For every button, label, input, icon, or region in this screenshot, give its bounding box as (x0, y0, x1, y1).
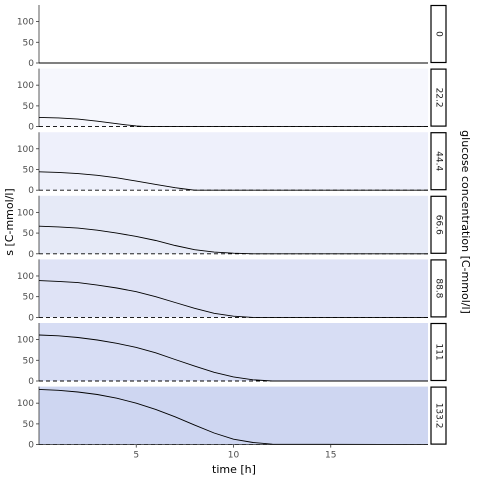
facet-panel: 0 50 100 0 (17, 4, 447, 69)
facet-panels: 0 50 100 0 0 50 100 22.2 0 50 100 44.4 0 50 100 66.6 0 50… (17, 4, 447, 451)
panel-background (39, 259, 428, 318)
y-tick-label: 100 (17, 81, 34, 91)
facet-panel: 0 50 100 66.6 (17, 195, 447, 260)
y-tick-label: 0 (28, 59, 34, 69)
facet-strip-label: 0 (434, 31, 444, 37)
x-axis-title: time [h] (212, 463, 256, 476)
y-tick-label: 50 (23, 293, 35, 303)
y-tick-label: 50 (23, 102, 35, 112)
x-tick-label: 10 (228, 451, 240, 461)
facet-strip-label: 88.8 (434, 278, 444, 298)
facet-strip (430, 195, 447, 254)
y-tick-label: 0 (28, 123, 34, 133)
series-line (38, 280, 428, 318)
y-tick-label: 0 (28, 313, 34, 323)
y-tick-label: 0 (28, 186, 34, 196)
series-line (38, 225, 428, 255)
y-tick-label: 50 (23, 420, 35, 430)
facet-strip-label: 111 (434, 343, 444, 360)
series-line (38, 334, 428, 382)
y-tick-label: 100 (17, 208, 34, 218)
panel-background (39, 5, 428, 63)
facet-strip (430, 68, 447, 127)
panel-background (39, 323, 428, 381)
y-tick-label: 50 (23, 229, 35, 239)
series-line (38, 388, 429, 446)
y-tick-label: 100 (17, 336, 34, 346)
series-line (38, 171, 428, 191)
y-tick-label: 50 (23, 356, 35, 366)
panel-background (39, 68, 428, 127)
facet-strip (430, 132, 447, 191)
y-axis-title: s [C-mmol/l] (3, 188, 16, 255)
y-tick-label: 100 (17, 272, 34, 282)
y-tick-label: 0 (28, 441, 34, 451)
y-tick-label: 50 (23, 38, 35, 48)
x-axis: 5 10 15 (39, 444, 428, 461)
y-tick-label: 100 (17, 399, 34, 409)
facet-panel: 0 50 100 22.2 (17, 68, 447, 133)
y-tick-label: 0 (28, 377, 34, 387)
panel-background (39, 386, 428, 445)
series-line (38, 116, 428, 128)
facet-panel: 0 50 100 44.4 (17, 132, 447, 196)
x-tick-label: 5 (133, 451, 139, 461)
facet-strip (430, 259, 447, 318)
facet-strip (430, 386, 447, 445)
facet-strip (430, 4, 447, 64)
y-tick-label: 0 (28, 250, 34, 260)
facet-panel: 0 50 100 88.8 (17, 259, 447, 323)
y-tick-label: 100 (17, 145, 34, 155)
facet-panel: 0 50 100 133.2 (17, 386, 447, 451)
panel-background (39, 195, 428, 254)
facet-strip (430, 322, 447, 382)
facet-panel: 0 50 100 111 (17, 322, 447, 387)
y-tick-label: 50 (23, 165, 35, 175)
x-tick-label: 15 (325, 451, 336, 461)
facet-strip-label: 133.2 (434, 403, 444, 429)
facet-strip-label: 22.2 (434, 88, 444, 108)
facet-strip-label: 66.6 (434, 215, 444, 235)
panel-background (39, 132, 428, 191)
facet-strip-title: glucose concentration [C-mmol/l] (459, 130, 472, 314)
facet-strip-label: 44.4 (434, 151, 444, 171)
y-tick-label: 100 (17, 18, 34, 28)
